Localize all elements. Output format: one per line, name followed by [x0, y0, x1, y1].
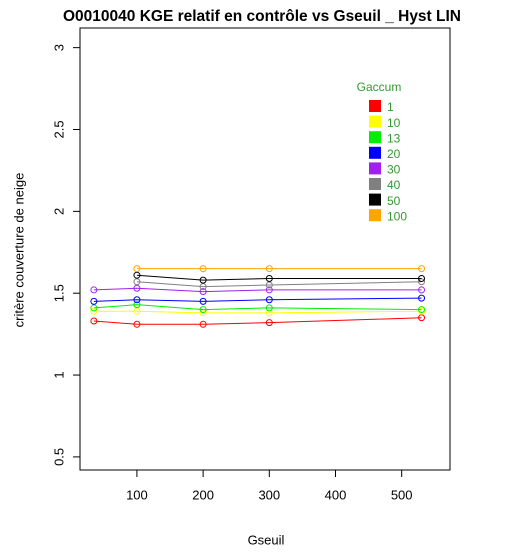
chart-title: O0010040 KGE relatif en contrôle vs Gseu…	[63, 8, 461, 25]
y-tick-label: 3	[51, 44, 66, 51]
y-tick-label: 2.5	[51, 120, 66, 138]
data-point	[133, 265, 141, 273]
x-tick-label: 500	[391, 487, 413, 502]
data-point	[265, 274, 273, 282]
legend-label: 40	[387, 178, 401, 192]
series-line	[93, 317, 422, 325]
series-line	[136, 281, 422, 288]
data-point	[418, 306, 426, 314]
x-tick-label: 100	[126, 487, 148, 502]
x-tick-label: 300	[258, 487, 280, 502]
data-point	[90, 304, 98, 312]
y-tick-label: 0.5	[51, 448, 66, 466]
legend-swatch	[369, 178, 381, 190]
data-point	[199, 276, 207, 284]
y-axis-label: critère couverture de neige	[11, 173, 26, 328]
legend-label: 1	[387, 100, 394, 114]
data-point	[418, 314, 426, 322]
data-point	[90, 307, 98, 315]
data-point	[199, 320, 207, 328]
data-point	[199, 265, 207, 273]
legend-label: 10	[387, 116, 401, 130]
data-point	[133, 271, 141, 279]
x-tick-label: 200	[192, 487, 214, 502]
series-line	[93, 304, 422, 311]
data-point	[418, 274, 426, 282]
data-point	[418, 294, 426, 302]
data-point	[265, 304, 273, 312]
data-point	[133, 301, 141, 309]
series-line	[93, 310, 422, 314]
data-point	[265, 319, 273, 327]
y-tick-label: 1	[51, 371, 66, 378]
legend-swatch	[369, 100, 381, 112]
legend-label: 13	[387, 131, 401, 145]
legend-label: 20	[387, 147, 401, 161]
y-tick-label: 2	[51, 208, 66, 215]
series-line	[93, 287, 422, 293]
legend-label: 50	[387, 194, 401, 208]
plot-frame	[79, 27, 451, 471]
data-point	[199, 288, 207, 296]
legend-label: 100	[387, 209, 407, 223]
data-point	[265, 296, 273, 304]
data-point	[133, 320, 141, 328]
series-line	[93, 297, 422, 302]
x-tick-label: 400	[325, 487, 347, 502]
legend-label: 30	[387, 163, 401, 177]
y-tick-label: 1.5	[51, 284, 66, 302]
legend-swatch	[369, 209, 381, 222]
data-point	[199, 283, 207, 291]
x-axis-label: Gseuil	[248, 532, 285, 547]
data-point	[199, 306, 207, 314]
data-point	[199, 297, 207, 305]
legend-swatch	[369, 115, 381, 128]
legend-title: Gaccum	[357, 80, 402, 94]
data-point	[90, 317, 98, 325]
series-line	[136, 274, 422, 281]
data-point	[90, 297, 98, 305]
data-point	[133, 307, 141, 315]
data-point	[133, 284, 141, 292]
legend-swatch	[369, 146, 381, 159]
data-point	[90, 286, 98, 294]
legend-swatch	[369, 131, 381, 144]
data-point	[265, 281, 273, 289]
data-point	[133, 278, 141, 286]
data-point	[265, 286, 273, 294]
data-point	[418, 286, 426, 294]
data-point	[265, 309, 273, 317]
legend-swatch	[369, 193, 381, 206]
data-point	[265, 265, 273, 273]
data-point	[133, 296, 141, 304]
data-point	[418, 265, 426, 273]
legend-swatch	[369, 162, 381, 175]
